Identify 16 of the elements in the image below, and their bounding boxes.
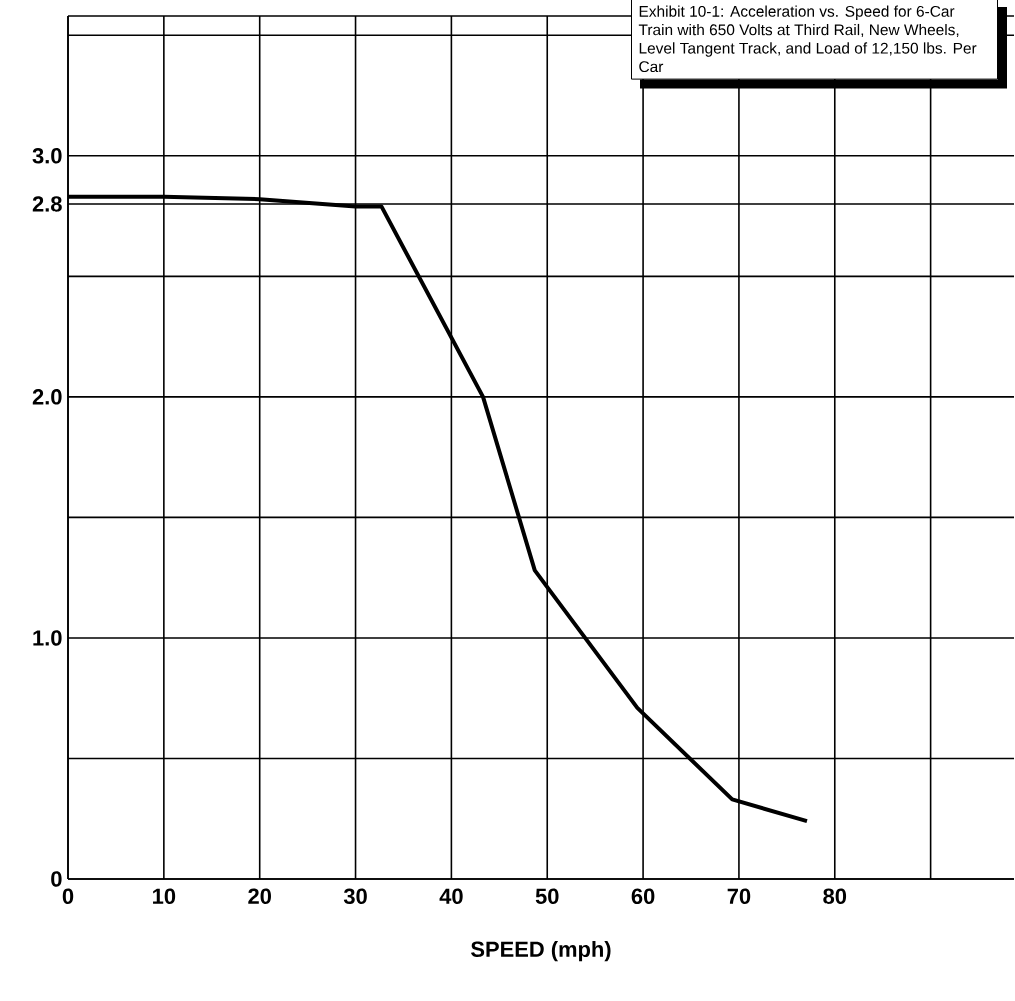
y-tick-label: 3.0 [32,148,62,164]
y-tick-label: 2.0 [32,389,62,405]
x-tick-label: 30 [343,888,367,905]
x-tick-label: 20 [248,888,271,905]
x-tick-label: 60 [631,888,655,905]
y-tick-label: 0 [51,871,62,887]
x-tick-label: 70 [727,888,751,905]
x-tick-label: 40 [439,888,463,905]
x-tick-label: 0 [62,888,74,905]
x-axis-title: SPEED (mph) [471,940,611,962]
annotation: Exhibit 10-1: Acceleration vs. Speed for 6-Car Train with 650 Volts at Third Rail, New Wheels, Level Tangent Track, and Load of 12,150 lbs. Per Car [638,5,977,73]
y-tick-label: 1.0 [33,630,62,646]
x-tick-label: 10 [153,888,176,905]
x-tick-label: 50 [535,888,559,905]
x-tick-label: 80 [823,888,847,905]
y-tick-label: 2.8 [32,196,62,212]
